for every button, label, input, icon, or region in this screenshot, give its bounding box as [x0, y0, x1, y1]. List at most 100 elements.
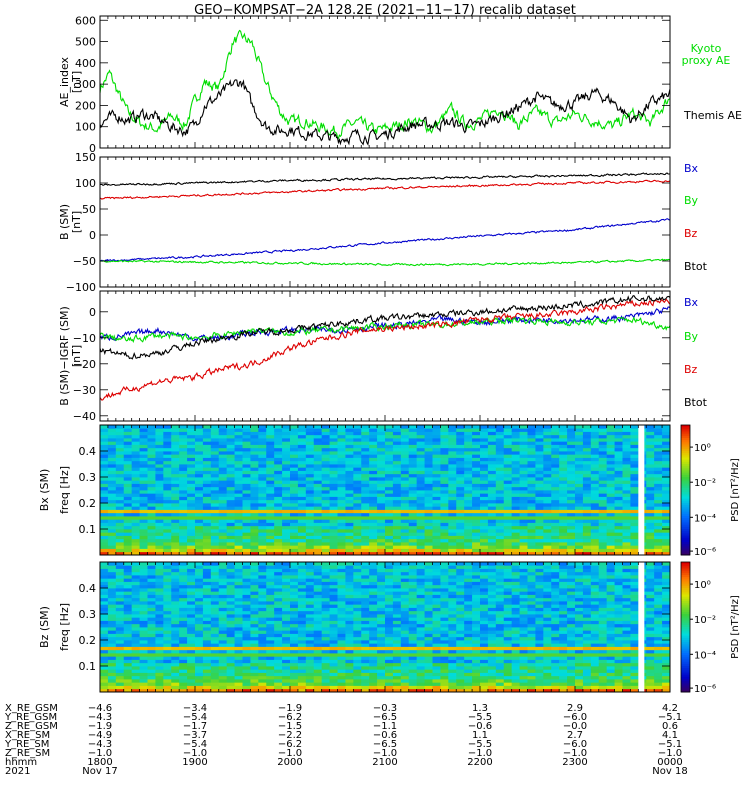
psd-cell — [408, 538, 418, 543]
psd-cell — [274, 460, 283, 465]
psd-cell — [590, 532, 600, 536]
psd-cell — [646, 493, 655, 497]
psd-cell — [582, 441, 592, 445]
psd-cell — [353, 529, 362, 533]
psd-cell — [107, 669, 117, 673]
colorbar-cell — [681, 453, 690, 456]
psd-cell — [337, 565, 346, 569]
psd-cell — [392, 473, 402, 478]
psd-cell — [503, 551, 513, 556]
psd-cell — [353, 643, 362, 647]
psd-cell — [654, 542, 663, 546]
psd-cell — [392, 447, 402, 452]
psd-cell — [258, 662, 267, 667]
psd-cell — [155, 467, 164, 471]
psd-cell — [361, 457, 370, 462]
psd-cell — [107, 620, 117, 625]
psd-cell — [107, 649, 117, 654]
psd-cell — [416, 486, 425, 491]
psd-cell — [416, 538, 425, 543]
psd-cell — [131, 512, 140, 517]
psd-cell — [337, 538, 346, 543]
psd-cell — [139, 614, 148, 618]
psd-cell — [139, 688, 148, 693]
psd-cell — [131, 614, 140, 618]
psd-cell — [171, 571, 180, 576]
psd-cell — [155, 662, 164, 667]
psd-cell — [234, 571, 243, 576]
psd-cell — [195, 662, 204, 667]
psd-cell — [242, 467, 251, 471]
psd-cell — [472, 425, 481, 429]
psd-cell — [321, 470, 330, 475]
psd-cell — [210, 646, 220, 651]
psd-cell — [329, 594, 338, 599]
psd-cell — [147, 571, 156, 576]
psd-cell — [598, 490, 608, 494]
psd-cell — [575, 470, 584, 475]
psd-cell — [139, 685, 148, 690]
psd-cell — [519, 434, 528, 439]
psd-cell — [187, 666, 196, 670]
psd-cell — [234, 669, 243, 673]
psd-cell — [258, 607, 267, 612]
psd-cell — [305, 575, 315, 579]
psd-cell — [210, 480, 220, 484]
psd-cell — [202, 591, 212, 595]
psd-cell — [511, 503, 520, 507]
psd-cell — [107, 519, 117, 523]
psd-cell — [630, 551, 639, 556]
psd-cell — [646, 480, 655, 484]
y-axis-label: AE_index — [58, 56, 71, 107]
psd-cell — [630, 490, 639, 494]
psd-cell — [210, 477, 220, 481]
psd-cell — [385, 428, 394, 432]
psd-cell — [535, 529, 544, 533]
psd-cell — [392, 451, 402, 455]
psd-cell — [297, 460, 307, 465]
psd-cell — [480, 486, 489, 491]
psd-cell — [337, 656, 346, 660]
psd-cell — [155, 538, 164, 543]
psd-cell — [147, 682, 156, 686]
psd-cell — [424, 467, 433, 471]
psd-cell — [187, 428, 196, 432]
psd-cell — [187, 519, 196, 523]
psd-cell — [432, 454, 441, 458]
psd-cell — [305, 604, 315, 608]
psd-cell — [107, 643, 117, 647]
psd-cell — [131, 447, 140, 452]
psd-cell — [345, 653, 354, 657]
psd-cell — [329, 623, 338, 628]
psd-cell — [234, 431, 243, 436]
psd-cell — [487, 542, 497, 546]
psd-cell — [361, 601, 370, 605]
psd-cell — [361, 499, 370, 504]
psd-cell — [210, 640, 220, 644]
psd-cell — [377, 425, 386, 429]
psd-cell — [266, 470, 275, 475]
psd-cell — [115, 627, 125, 631]
psd-cell — [440, 529, 449, 533]
psd-cell — [131, 516, 140, 520]
psd-cell — [179, 662, 188, 667]
psd-cell — [290, 649, 299, 654]
psd-cell — [313, 519, 323, 523]
psd-cell — [195, 457, 204, 462]
psd-cell — [495, 470, 505, 475]
psd-cell — [551, 496, 560, 501]
psd-cell — [131, 522, 140, 527]
psd-cell — [131, 653, 140, 657]
psd-cell — [487, 460, 497, 465]
psd-cell — [329, 646, 338, 651]
psd-cell — [361, 460, 370, 465]
psd-cell — [131, 666, 140, 670]
psd-cell — [606, 477, 615, 481]
psd-cell — [630, 535, 639, 540]
psd-cell — [226, 643, 235, 647]
psd-cell — [131, 656, 140, 660]
psd-cell — [385, 444, 394, 449]
psd-cell — [226, 675, 235, 680]
psd-cell — [290, 499, 299, 504]
psd-cell — [456, 535, 465, 540]
